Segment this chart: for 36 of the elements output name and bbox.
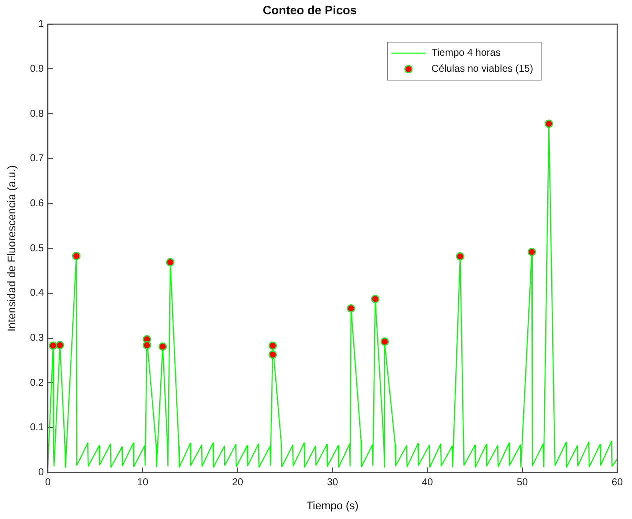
point bbox=[544, 120, 554, 128]
x-tick-label: 10 bbox=[137, 478, 149, 489]
point bbox=[268, 342, 278, 350]
y-tick-label: 0.1 bbox=[30, 422, 45, 434]
y-tick-label: 0 bbox=[38, 468, 45, 479]
y-tick-label: 0.2 bbox=[30, 378, 45, 389]
point bbox=[371, 295, 380, 304]
legend-label: Tiempo 4 horas bbox=[432, 48, 501, 60]
chart-title: Conteo de Picos bbox=[262, 4, 358, 18]
point bbox=[49, 342, 58, 350]
y-tick-label: 0.8 bbox=[30, 108, 45, 120]
y-tick-label: 0.5 bbox=[30, 243, 45, 254]
point bbox=[166, 258, 175, 267]
point bbox=[56, 341, 64, 350]
point bbox=[347, 304, 356, 313]
y-axis-title: Intensidad de Fluorescencia (a.u.) bbox=[6, 165, 19, 332]
y-tick-label: 0.7 bbox=[30, 154, 45, 165]
legend-label: Células no viables (15) bbox=[432, 64, 534, 76]
y-tick-label: 0.3 bbox=[30, 333, 45, 344]
point bbox=[142, 341, 152, 350]
point bbox=[456, 252, 465, 261]
y-tick-label: 0.4 bbox=[30, 288, 45, 300]
x-tick-label: 50 bbox=[516, 478, 529, 489]
y-tick-label: 0.9 bbox=[30, 64, 45, 75]
x-tick-label: 30 bbox=[327, 478, 339, 489]
y-tick-label: 1 bbox=[38, 19, 45, 30]
point bbox=[72, 252, 81, 260]
x-tick-label: 60 bbox=[612, 478, 624, 489]
x-axis-title: Tiempo (s) bbox=[306, 500, 359, 512]
x-tick-label: 20 bbox=[232, 478, 244, 489]
point bbox=[380, 338, 390, 346]
point bbox=[158, 342, 168, 351]
point bbox=[528, 248, 536, 256]
x-tick-label: 40 bbox=[422, 478, 434, 489]
point bbox=[268, 350, 278, 360]
y-tick-label: 0.6 bbox=[30, 198, 45, 210]
